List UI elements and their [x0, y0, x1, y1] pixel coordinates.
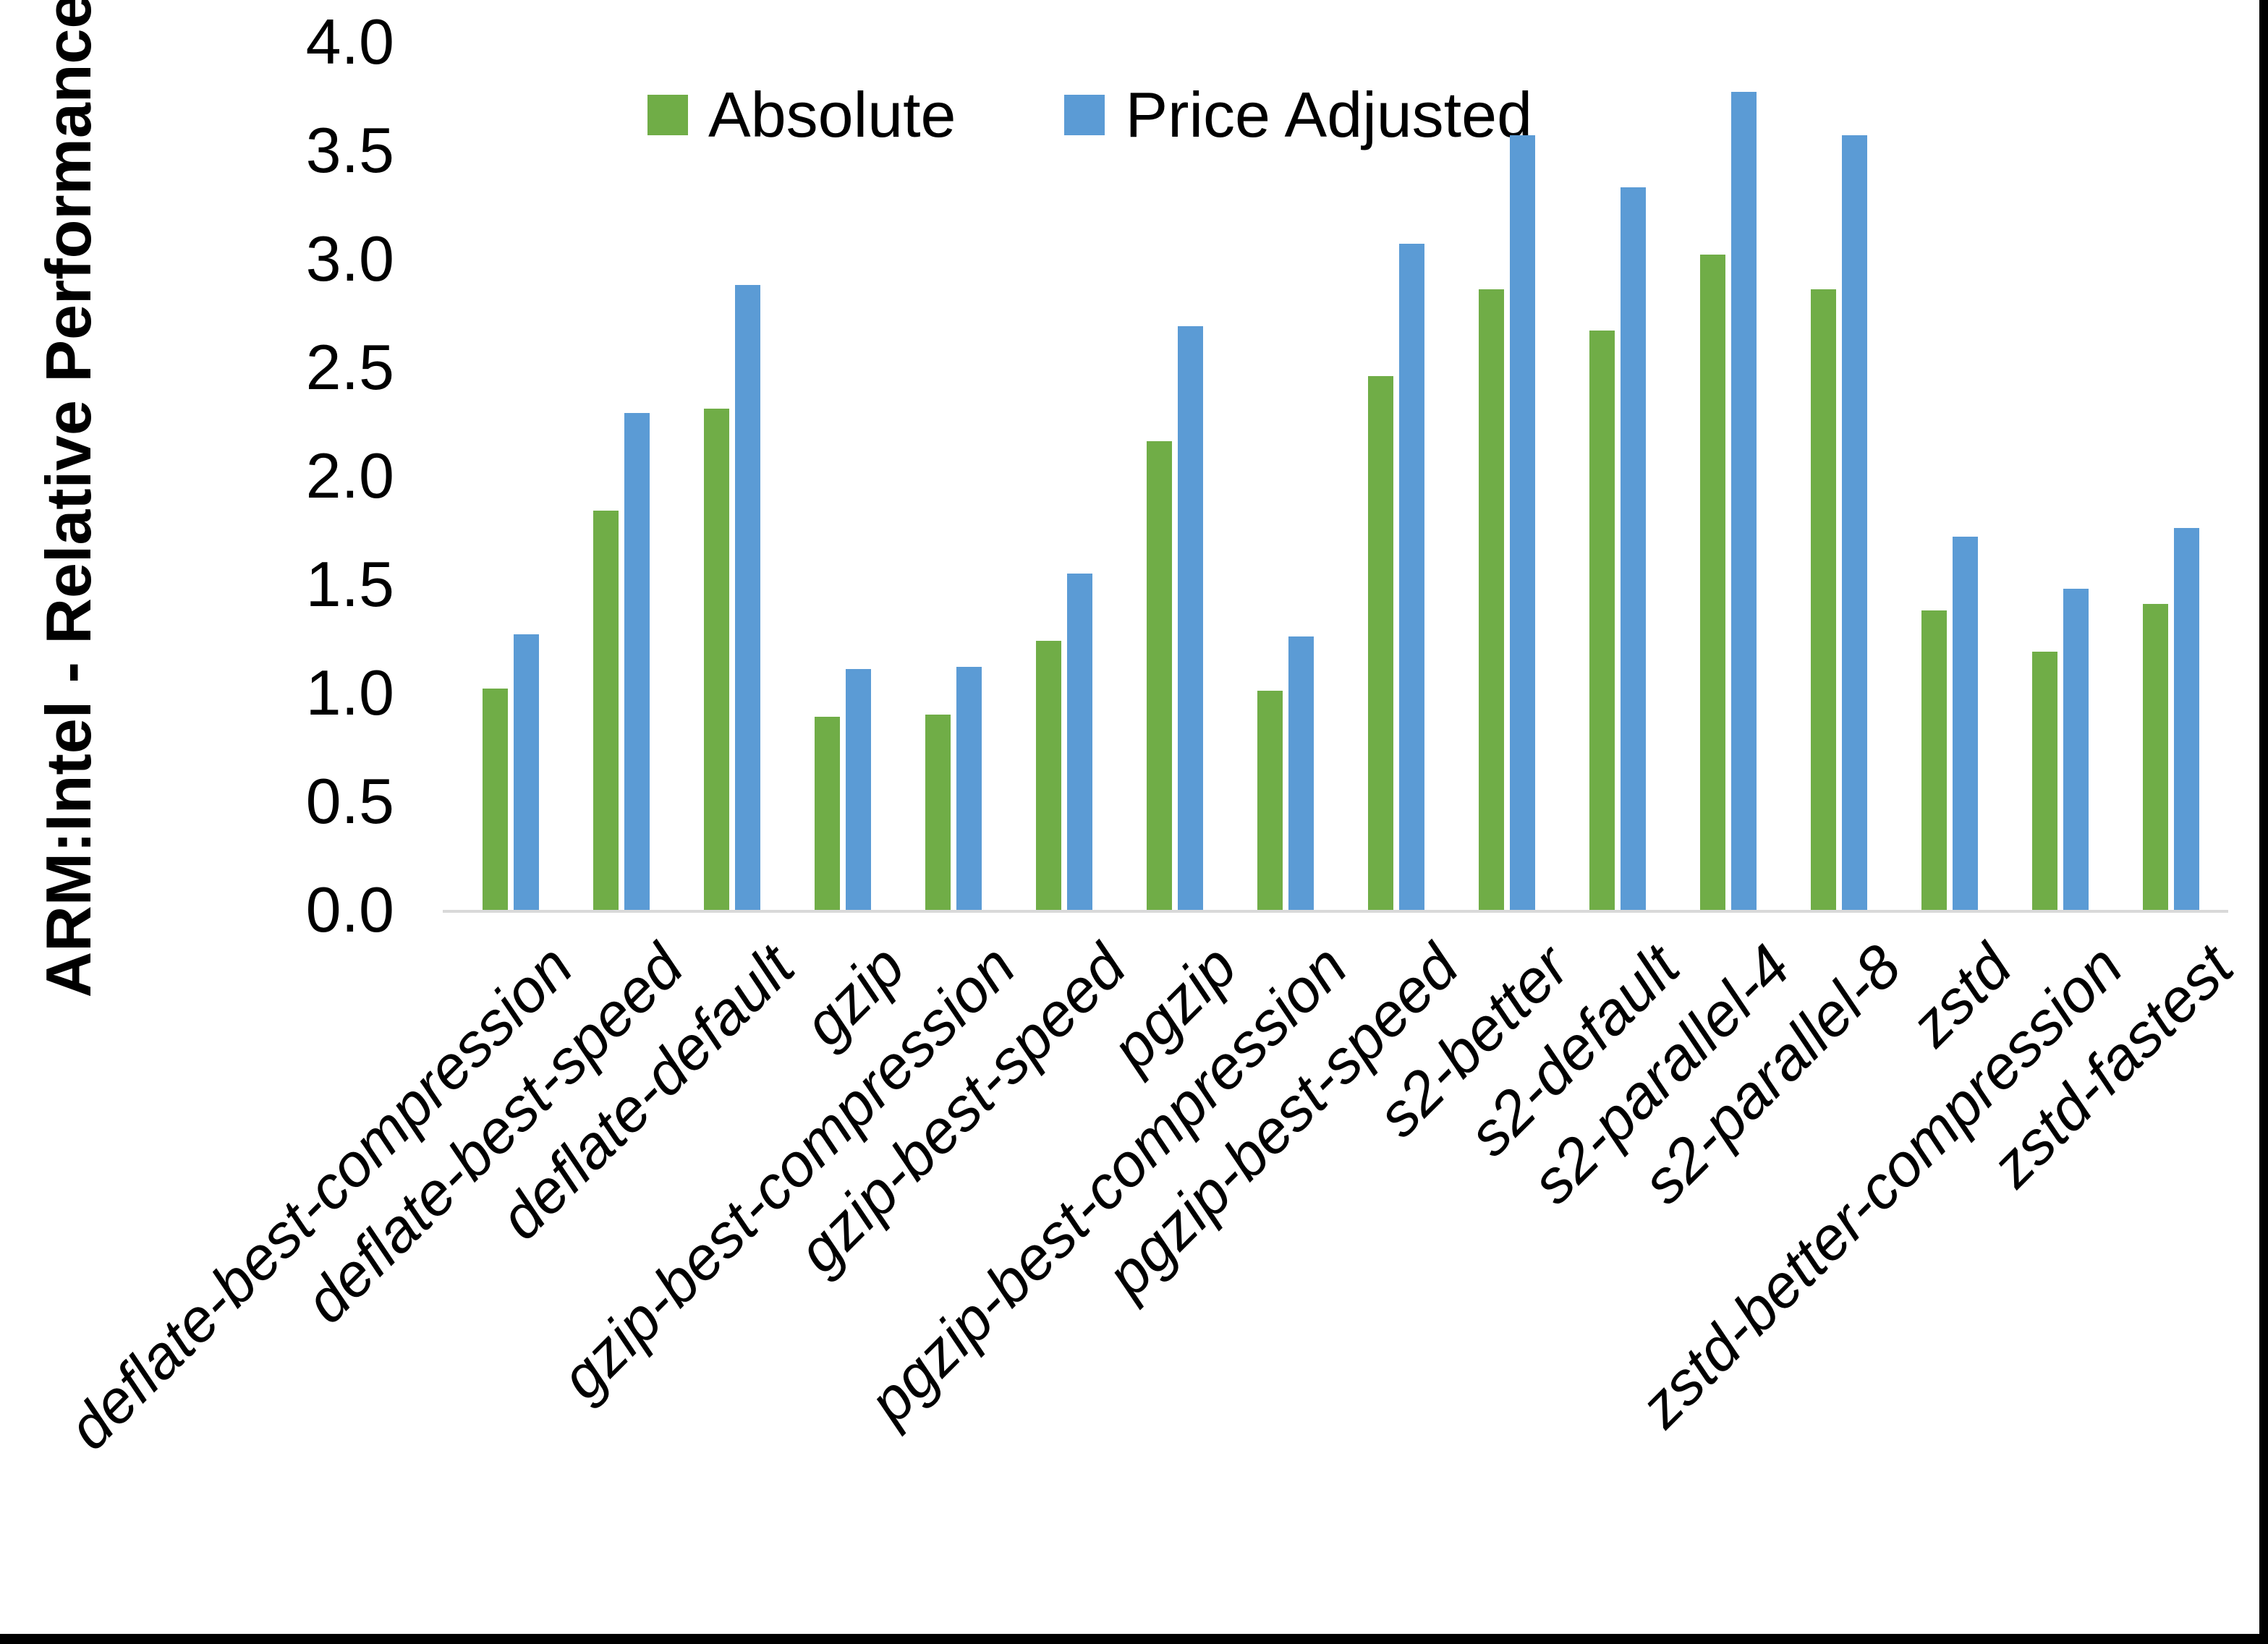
y-tick-label: 2.5	[305, 331, 394, 403]
bar-absolute-gzip-best-compression	[925, 715, 951, 910]
bar-absolute-zstd-fastest	[2143, 604, 2168, 910]
bar-price-adjusted-pgzip-best-compression	[1288, 636, 1314, 910]
legend-swatch-icon	[647, 95, 688, 135]
y-tick-label: 1.5	[305, 548, 394, 620]
bar-price-adjusted-pgzip	[1178, 326, 1203, 910]
bar-price-adjusted-s2-parallel-8	[1842, 135, 1867, 910]
legend-label: Absolute	[708, 79, 956, 150]
screenshot-right-border	[2259, 0, 2268, 1644]
legend-label: Price Adjusted	[1125, 79, 1533, 150]
y-tick-label: 0.5	[305, 765, 394, 837]
bar-price-adjusted-zstd-fastest	[2174, 528, 2199, 910]
bar-absolute-deflate-default	[704, 409, 729, 910]
legend-item: Price Adjusted	[1064, 78, 1532, 152]
bar-absolute-s2-parallel-4	[1700, 255, 1725, 910]
bar-price-adjusted-s2-parallel-4	[1731, 92, 1757, 910]
bar-absolute-pgzip-best-speed	[1368, 376, 1393, 910]
bar-price-adjusted-s2-default	[1621, 187, 1646, 910]
y-tick-label: 3.0	[305, 223, 394, 294]
bar-absolute-s2-parallel-8	[1811, 289, 1836, 910]
legend-item: Absolute	[647, 78, 956, 152]
bar-price-adjusted-gzip-best-speed	[1067, 574, 1092, 910]
bar-price-adjusted-pgzip-best-speed	[1399, 244, 1424, 910]
y-tick-label: 4.0	[305, 6, 394, 77]
bar-absolute-deflate-best-speed	[593, 511, 619, 910]
y-tick-label: 3.5	[305, 114, 394, 186]
bar-absolute-zstd	[1921, 610, 1947, 910]
screenshot-bottom-border	[0, 1634, 2268, 1644]
bar-price-adjusted-zstd	[1953, 537, 1978, 910]
bar-absolute-pgzip	[1147, 441, 1172, 910]
bar-price-adjusted-gzip-best-compression	[956, 667, 982, 910]
bar-absolute-s2-default	[1589, 331, 1615, 910]
legend-swatch-icon	[1064, 95, 1105, 135]
bar-absolute-s2-better	[1479, 289, 1504, 910]
bar-absolute-deflate-best-compression	[483, 689, 508, 910]
bar-absolute-zstd-better-compression	[2032, 652, 2057, 910]
bar-absolute-gzip-best-speed	[1036, 641, 1061, 910]
bar-price-adjusted-zstd-better-compression	[2063, 589, 2089, 910]
bar-absolute-gzip	[815, 717, 840, 910]
legend: Absolute Price Adjusted	[647, 78, 1532, 152]
bar-absolute-pgzip-best-compression	[1257, 691, 1283, 910]
x-axis-line	[443, 910, 2228, 913]
bar-price-adjusted-deflate-best-speed	[624, 413, 650, 910]
bar-price-adjusted-gzip	[846, 669, 871, 910]
bar-price-adjusted-s2-better	[1510, 135, 1535, 910]
y-axis-title: ARM:Intel - Relative Performance	[33, 0, 104, 998]
y-tick-label: 0.0	[305, 874, 394, 945]
bar-price-adjusted-deflate-default	[735, 285, 760, 910]
bar-price-adjusted-deflate-best-compression	[514, 634, 539, 910]
y-tick-label: 2.0	[305, 440, 394, 511]
y-tick-label: 1.0	[305, 657, 394, 728]
